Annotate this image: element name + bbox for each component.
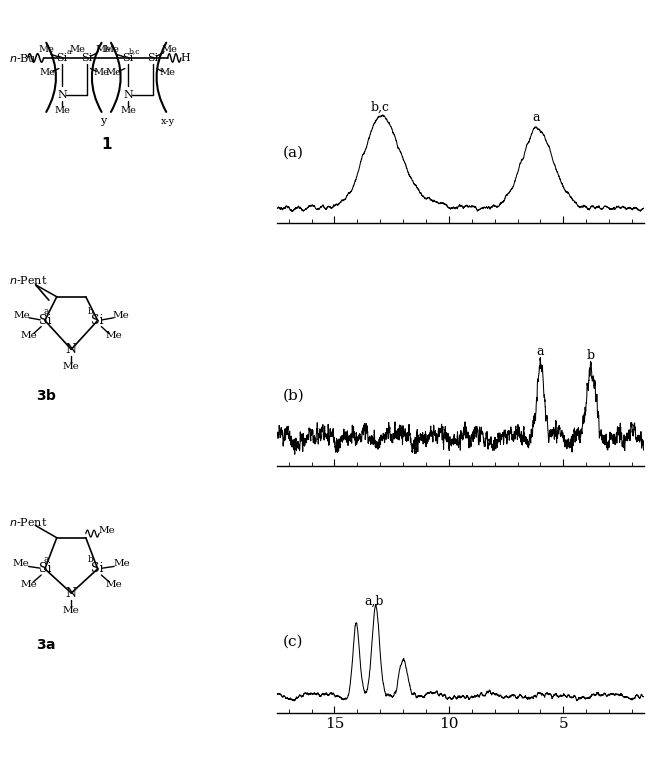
Text: (b): (b) [282,388,304,402]
Text: Si: Si [39,562,51,576]
Text: a: a [537,345,544,358]
Text: b,c: b,c [129,48,141,56]
Text: x-y: x-y [160,117,175,126]
Text: (a): (a) [282,146,304,160]
Text: N: N [123,90,133,100]
Text: y: y [100,117,106,126]
Text: a: a [44,554,49,564]
Text: Me: Me [104,45,119,53]
Text: a: a [44,306,49,316]
Text: Si: Si [92,562,104,576]
Text: a,b: a,b [365,594,384,608]
Text: N: N [57,90,67,100]
Text: $\mathbf{3a}$: $\mathbf{3a}$ [36,638,56,652]
Text: Me: Me [113,311,129,320]
Text: (c): (c) [282,635,303,649]
Text: Me: Me [70,45,86,53]
Text: H: H [180,53,189,63]
Text: Me: Me [161,45,177,53]
Text: b: b [587,349,595,362]
Text: Me: Me [13,559,30,568]
Text: Me: Me [38,45,54,53]
Text: Si: Si [122,53,134,63]
Text: Me: Me [98,526,115,536]
Text: Me: Me [63,362,80,371]
Text: Me: Me [105,331,122,341]
Text: b,c: b,c [371,100,389,114]
Text: $n$-Pent: $n$-Pent [9,516,48,529]
Text: Me: Me [63,606,80,615]
Text: $n$-Pent: $n$-Pent [9,274,48,286]
Text: b: b [87,306,93,316]
Text: Si: Si [39,314,51,327]
Text: N: N [66,586,77,600]
Text: Me: Me [120,106,136,115]
Text: Me: Me [20,580,37,589]
Text: Me: Me [54,106,70,115]
Text: Me: Me [94,67,110,77]
Text: Me: Me [106,580,122,589]
Text: Me: Me [13,311,30,320]
Text: Si: Si [147,53,159,63]
Text: $n$-Bu: $n$-Bu [9,52,37,64]
Text: Me: Me [106,67,121,77]
Text: Si: Si [56,53,68,63]
Text: Me: Me [40,67,55,77]
Text: b: b [87,554,93,564]
Text: Me: Me [95,45,111,53]
Text: $\mathbf{3b}$: $\mathbf{3b}$ [36,388,57,402]
Text: Me: Me [160,67,176,77]
Text: a: a [532,111,540,124]
Text: a: a [66,48,71,56]
Text: Me: Me [113,559,130,568]
Text: Si: Si [81,53,93,63]
Text: Si: Si [92,314,104,327]
Text: Me: Me [20,331,38,341]
Text: N: N [66,343,77,355]
Text: $\mathbf{1}$: $\mathbf{1}$ [101,136,113,152]
